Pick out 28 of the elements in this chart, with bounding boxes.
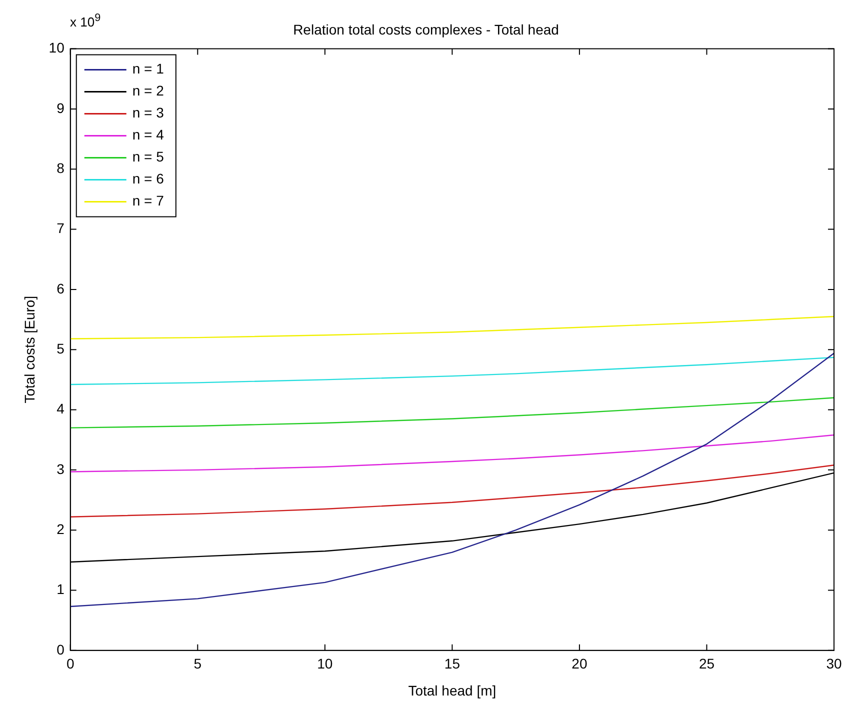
- x-tick-label: 15: [444, 656, 460, 672]
- legend-label: n = 4: [132, 126, 164, 143]
- legend-label: n = 1: [132, 60, 164, 77]
- y-tick-label: 9: [56, 100, 65, 116]
- x-axis-title: Total head [m]: [408, 682, 496, 698]
- legend-label: n = 2: [132, 82, 164, 99]
- y-tick-label: 1: [56, 581, 65, 598]
- y-tick-label: 0: [56, 641, 65, 658]
- x-tick-label: 5: [194, 656, 202, 672]
- x-tick-label: 10: [317, 656, 333, 672]
- y-tick-label: 3: [56, 460, 65, 477]
- y-tick-label: 10: [48, 40, 65, 56]
- legend-label: n = 5: [132, 148, 164, 165]
- y-tick-label: 5: [56, 340, 65, 356]
- y-axis-title: Total costs [Euro]: [21, 296, 38, 404]
- chart-title: Relation total costs complexes - Total head: [293, 21, 559, 38]
- x-tick-label: 20: [572, 656, 588, 672]
- y-tick-label: 8: [56, 160, 65, 176]
- y-tick-label: 6: [56, 280, 65, 296]
- legend-label: n = 7: [132, 192, 164, 209]
- y-tick-label: 7: [56, 220, 65, 236]
- y-tick-label: 2: [56, 520, 65, 537]
- legend-label: n = 3: [132, 104, 164, 121]
- legend-label: n = 6: [132, 170, 164, 187]
- x-tick-label: 25: [698, 656, 715, 672]
- x-tick-label: 30: [826, 656, 842, 672]
- text: x 10$^{9}$: [70, 12, 101, 30]
- y-tick-label: 4: [56, 400, 65, 417]
